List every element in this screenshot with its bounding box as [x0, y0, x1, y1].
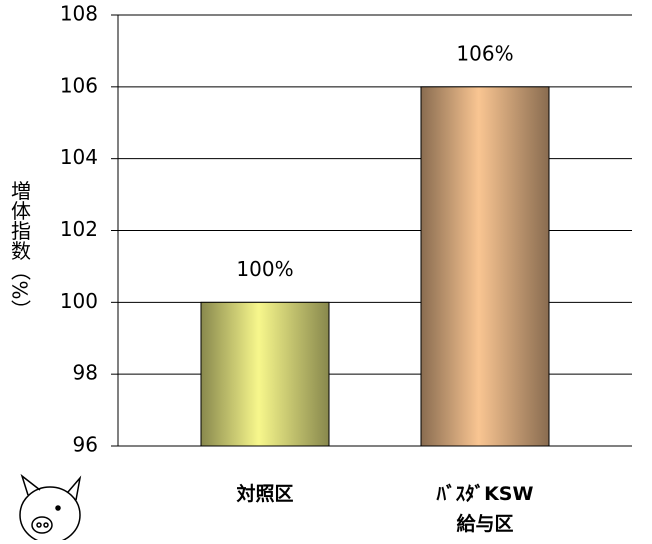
- y-tick-label: 108: [60, 2, 98, 26]
- x-tick-label: ﾊﾞｽﾀﾞKSW 給与区: [436, 482, 534, 535]
- pig-eye: [55, 505, 61, 511]
- bar: [200, 301, 330, 447]
- y-tick-label: 106: [60, 73, 98, 97]
- pig-nostril: [36, 522, 42, 528]
- x-tick-label: 対照区: [235, 482, 293, 505]
- pig-ears: [20, 473, 82, 501]
- bar: [420, 86, 550, 447]
- value-label: 106%: [456, 41, 513, 65]
- pig-head: [19, 486, 81, 544]
- y-tick-label: 102: [60, 217, 98, 241]
- y-tick-label: 104: [60, 145, 98, 169]
- pig-icon: [19, 473, 82, 544]
- pig-nostril: [43, 522, 49, 528]
- y-tick-label: 96: [73, 433, 98, 457]
- value-label: 100%: [236, 257, 293, 281]
- y-axis-label: 増体指数（%）: [8, 180, 32, 319]
- y-tick-label: 100: [60, 289, 98, 313]
- y-tick-label: 98: [73, 361, 98, 385]
- pig-snout: [31, 516, 53, 534]
